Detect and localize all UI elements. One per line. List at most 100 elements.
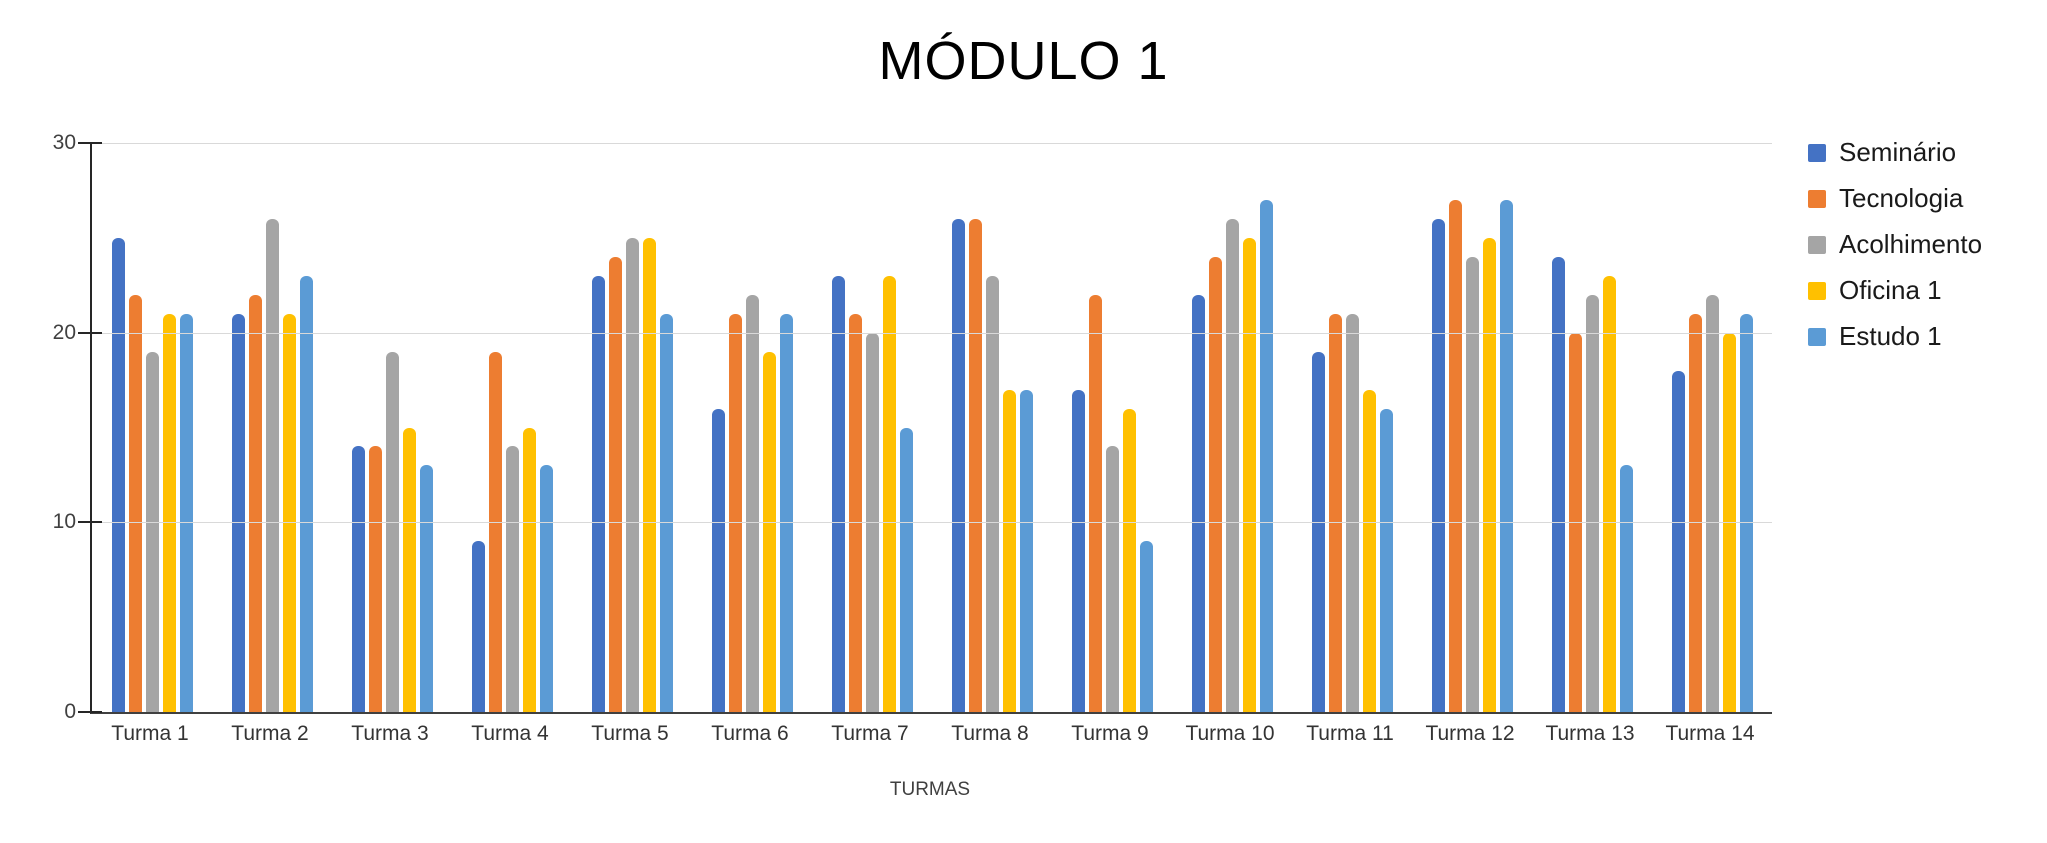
bar-seminário [231, 313, 245, 712]
x-tick-label: Turma 5 [591, 722, 669, 745]
bar-group-turma-1 [92, 143, 212, 712]
legend-item-tecnologia: Tecnologia [1808, 183, 1982, 213]
bar-group-turma-4 [452, 143, 572, 712]
bar-seminário [471, 541, 485, 712]
x-tick-label: Turma 9 [1071, 722, 1149, 745]
bar-group-turma-8 [932, 143, 1052, 712]
y-tick-label-10: 10 [52, 510, 76, 534]
bar-acolhimento [1465, 256, 1479, 712]
bar-acolhimento [385, 351, 399, 712]
gridline-20 [92, 332, 1772, 334]
y-tick-20 [78, 331, 102, 334]
legend-swatch-icon [1808, 189, 1826, 208]
bar-estudo-1 [899, 427, 913, 712]
legend-item-acolhimento: Acolhimento [1808, 229, 1983, 259]
bar-oficina-1 [882, 275, 896, 712]
bar-seminário [831, 275, 845, 712]
legend-swatch-icon [1808, 281, 1826, 300]
bar-group-turma-11 [1292, 143, 1412, 712]
bar-estudo-1 [1139, 541, 1153, 712]
bar-group-turma-12 [1412, 143, 1532, 712]
bar-tecnologia [608, 256, 622, 712]
x-tick-label: Turma 12 [1425, 722, 1515, 745]
bar-seminário [1671, 370, 1685, 712]
bar-estudo-1 [779, 313, 793, 712]
bar-oficina-1 [1122, 408, 1136, 712]
y-tick-0 [78, 711, 102, 713]
x-tick-label: Turma 3 [351, 722, 429, 745]
plot-area [78, 142, 1772, 714]
bar-tecnologia [968, 218, 982, 712]
bar-estudo-1 [1379, 408, 1393, 712]
legend-label: Seminário [1839, 137, 1957, 167]
legend-label: Acolhimento [1839, 229, 1983, 259]
legend-item-oficina-1: Oficina 1 [1808, 275, 1982, 305]
bar-seminário [1551, 256, 1565, 712]
y-tick-label-0: 0 [64, 700, 76, 723]
bar-group-turma-10 [1172, 143, 1292, 712]
bar-estudo-1 [659, 313, 673, 712]
bar-acolhimento [505, 446, 519, 712]
bar-acolhimento [625, 237, 639, 712]
gridline-30 [92, 143, 1772, 144]
bar-oficina-1 [162, 313, 176, 712]
y-tick-10 [78, 521, 102, 524]
x-tick-label: Turma 13 [1545, 722, 1635, 745]
x-tick-label: Turma 8 [951, 722, 1029, 745]
bar-oficina-1 [1602, 275, 1616, 712]
bar-tecnologia [488, 351, 502, 712]
bar-seminário [351, 446, 365, 712]
legend-item-estudo-1: Estudo 1 [1808, 321, 1982, 351]
x-tick-label: Turma 10 [1185, 722, 1275, 745]
bar-acolhimento [745, 294, 759, 712]
bar-oficina-1 [522, 427, 536, 712]
bar-tecnologia [1328, 313, 1342, 712]
bar-estudo-1 [1499, 199, 1513, 712]
bar-oficina-1 [762, 351, 776, 712]
bar-oficina-1 [1482, 237, 1496, 712]
bar-estudo-1 [299, 275, 313, 712]
x-axis-labels: Turma 1 Turma 2 Turma 3 Turma 4 Turma 5 Turma… [90, 722, 1770, 746]
bar-seminário [711, 408, 725, 712]
x-tick-label: Turma 4 [471, 722, 549, 745]
bar-seminário [1191, 294, 1205, 712]
legend: Seminário Tecnologia Acolhimento Oficina 1 E… [1808, 137, 1983, 351]
bar-tecnologia [1088, 294, 1102, 712]
legend-label: Estudo 1 [1839, 321, 1942, 351]
legend-label: Tecnologia [1839, 183, 1964, 213]
y-tick-30 [78, 142, 102, 144]
bar-tecnologia [728, 313, 742, 712]
bar-group-turma-2 [212, 143, 332, 712]
bar-seminário [1311, 351, 1325, 712]
legend-label: Oficina 1 [1839, 275, 1942, 305]
bar-group-turma-9 [1052, 143, 1172, 712]
bar-estudo-1 [1259, 199, 1273, 712]
bar-seminário [1431, 218, 1445, 712]
bar-acolhimento [1705, 294, 1719, 712]
bar-tecnologia [848, 313, 862, 712]
bar-acolhimento [265, 218, 279, 712]
bar-tecnologia [248, 294, 262, 712]
x-tick-label: Turma 6 [711, 722, 789, 745]
bar-tecnologia [128, 294, 142, 712]
bar-oficina-1 [1002, 389, 1016, 712]
x-tick-label: Turma 11 [1306, 722, 1394, 745]
x-tick-label: Turma 7 [831, 722, 909, 745]
legend-swatch-icon [1808, 327, 1826, 346]
bar-seminário [1071, 389, 1085, 712]
bar-tecnologia [1208, 256, 1222, 712]
x-tick-label: Turma 1 [111, 722, 189, 745]
bar-seminário [591, 275, 605, 712]
bar-tecnologia [1448, 199, 1462, 712]
bar-tecnologia [1688, 313, 1702, 712]
bar-group-turma-5 [572, 143, 692, 712]
bar-group-turma-13 [1532, 143, 1652, 712]
bar-acolhimento [1585, 294, 1599, 712]
bar-acolhimento [1105, 446, 1119, 712]
bar-acolhimento [985, 275, 999, 712]
bar-estudo-1 [1739, 313, 1753, 712]
bar-groups [92, 143, 1772, 712]
y-tick-label-20: 20 [52, 320, 76, 344]
bar-estudo-1 [539, 465, 553, 712]
